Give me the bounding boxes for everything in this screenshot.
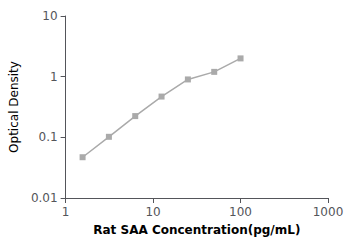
- svg-text:1000: 1000: [313, 205, 344, 219]
- svg-text:1: 1: [50, 70, 58, 84]
- svg-text:100: 100: [229, 205, 252, 219]
- svg-text:10: 10: [145, 205, 160, 219]
- svg-text:1: 1: [62, 205, 70, 219]
- svg-text:10: 10: [42, 9, 57, 23]
- svg-text:0.1: 0.1: [39, 130, 58, 144]
- svg-text:Rat SAA Concentration(pg/mL): Rat SAA Concentration(pg/mL): [93, 223, 300, 237]
- svg-text:Optical Density: Optical Density: [7, 61, 21, 153]
- svg-text:0.01: 0.01: [31, 191, 58, 205]
